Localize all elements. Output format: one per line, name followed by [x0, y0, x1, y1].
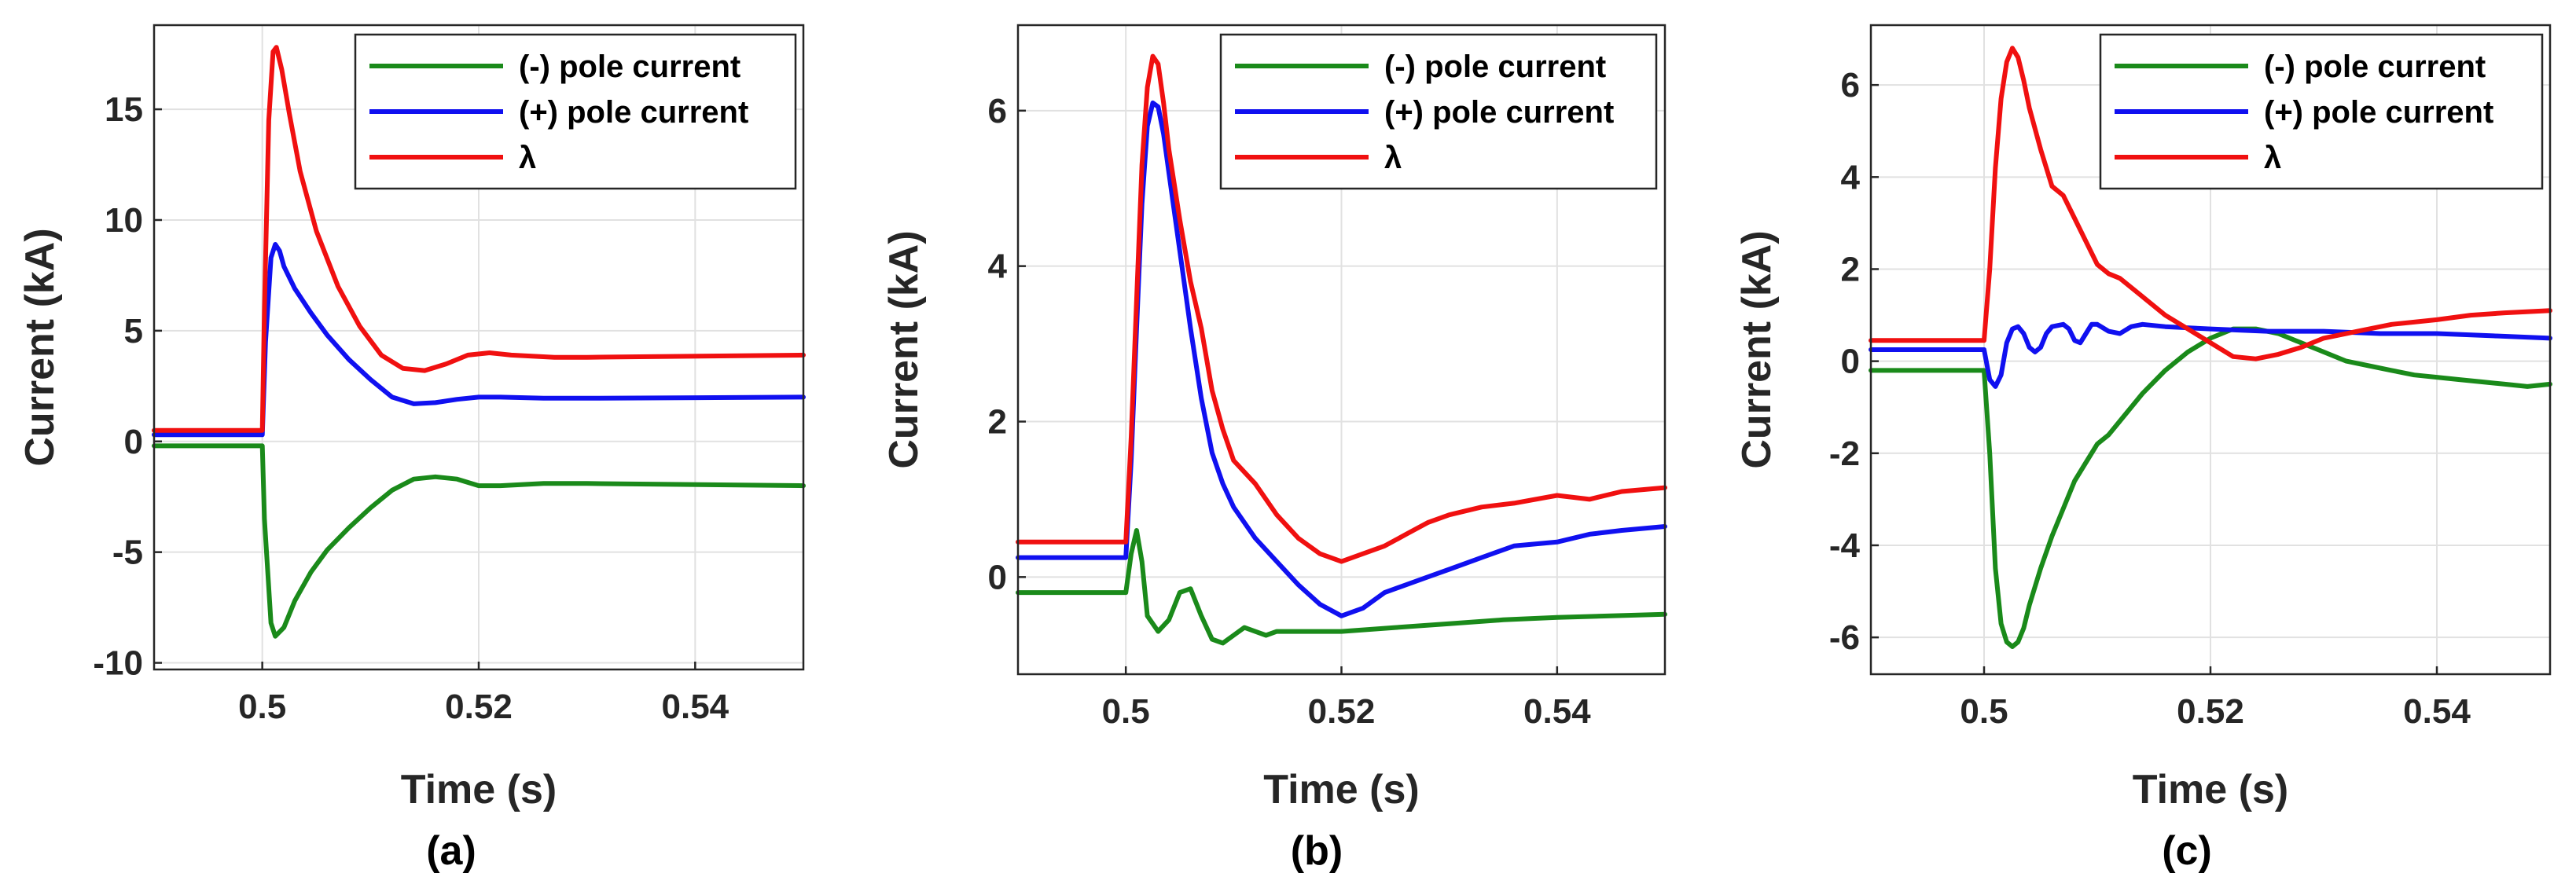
- legend-b: (-) pole current (+) pole current λ: [1219, 33, 1658, 190]
- series-line-pos-a: [152, 242, 806, 438]
- x-tick-label-c: 0.52: [2177, 692, 2244, 731]
- legend-label-neg-c: (-) pole current: [2264, 50, 2486, 84]
- legend-label-lambda-a: λ: [519, 141, 536, 175]
- legend-label-pos-c: (+) pole current: [2264, 95, 2493, 130]
- y-tick-label-b: 0: [988, 558, 1007, 596]
- y-axis-label-c: Current (kA): [1734, 230, 1780, 468]
- y-tick-label-b: 2: [988, 403, 1007, 442]
- series-line-lambda-b: [1016, 53, 1667, 564]
- series-layer-b: [1016, 53, 1667, 646]
- y-tick-label-a: 0: [124, 423, 143, 461]
- y-tick-label-a: -5: [112, 534, 143, 572]
- x-axis-label-c: Time (s): [2133, 767, 2288, 812]
- y-axis-label-a: Current (kA): [17, 228, 63, 466]
- series-line-lambda-a: [152, 45, 806, 433]
- ticks-a: 0.5 0.52 0.54 -10 -5 0 5 10 15: [93, 90, 729, 726]
- series-line-pos-b: [1016, 100, 1667, 618]
- panel-a: 0.5 0.52 0.54 -10 -5 0 5 10 15 Time (s) Current …: [17, 24, 806, 874]
- panel-c: 0.5 0.52 0.54 -6 -4 -2 0 2 4 6 Time (s) Current (…: [1734, 24, 2552, 874]
- panel-b: 0.5 0.52 0.54 0 2 4 6 Time (s) Current (kA) (b…: [881, 24, 1667, 874]
- series-line-neg-c: [1869, 326, 2552, 649]
- y-tick-label-c: 0: [1841, 343, 1860, 381]
- y-tick-label-c: 2: [1841, 250, 1860, 288]
- y-tick-label-a: 15: [105, 90, 143, 129]
- panel-caption-a: (a): [426, 828, 476, 874]
- legend-label-neg-b: (-) pole current: [1384, 50, 1606, 84]
- legend-label-pos-b: (+) pole current: [1384, 95, 1614, 130]
- y-tick-label-b: 6: [988, 92, 1007, 130]
- x-axis-label-a: Time (s): [401, 767, 557, 812]
- y-tick-label-c: -2: [1829, 435, 1860, 473]
- legend-label-lambda-b: λ: [1384, 141, 1402, 175]
- series-line-neg-b: [1016, 528, 1667, 646]
- y-tick-label-c: 4: [1841, 158, 1861, 196]
- y-tick-label-b: 4: [988, 248, 1008, 286]
- x-tick-label-c: 0.5: [1960, 692, 2008, 731]
- y-tick-label-a: 5: [124, 312, 143, 350]
- y-tick-label-c: -4: [1829, 526, 1861, 565]
- legend-label-lambda-c: λ: [2264, 141, 2281, 175]
- ticks-c: 0.5 0.52 0.54 -6 -4 -2 0 2 4 6: [1829, 66, 2471, 731]
- x-tick-label-a: 0.52: [445, 688, 513, 726]
- panel-caption-c: (c): [2162, 828, 2212, 874]
- y-tick-label-c: 6: [1841, 66, 1860, 105]
- series-line-pos-c: [1869, 321, 2552, 389]
- panel-caption-b: (b): [1291, 828, 1343, 874]
- legend-label-neg-a: (-) pole current: [519, 50, 740, 84]
- x-tick-label-a: 0.5: [238, 688, 286, 726]
- x-tick-label-b: 0.54: [1523, 692, 1591, 731]
- y-axis-label-b: Current (kA): [881, 230, 927, 468]
- legend-label-pos-a: (+) pole current: [519, 95, 748, 130]
- x-tick-label-a: 0.54: [662, 688, 729, 726]
- series-line-lambda-c: [1869, 46, 2552, 361]
- x-tick-label-b: 0.52: [1308, 692, 1376, 731]
- series-layer-c: [1869, 46, 2552, 649]
- series-layer-a: [152, 45, 806, 639]
- series-line-neg-a: [152, 443, 806, 639]
- y-tick-label-a: 10: [105, 201, 143, 240]
- x-tick-label-c: 0.54: [2403, 692, 2471, 731]
- x-tick-label-b: 0.5: [1102, 692, 1150, 731]
- legend-c: (-) pole current (+) pole current λ: [2099, 33, 2544, 190]
- y-tick-label-c: -6: [1829, 618, 1860, 657]
- x-axis-label-b: Time (s): [1263, 767, 1419, 812]
- ticks-b: 0.5 0.52 0.54 0 2 4 6: [988, 92, 1592, 731]
- y-tick-label-a: -10: [93, 644, 143, 683]
- legend-a: (-) pole current (+) pole current λ: [354, 33, 797, 190]
